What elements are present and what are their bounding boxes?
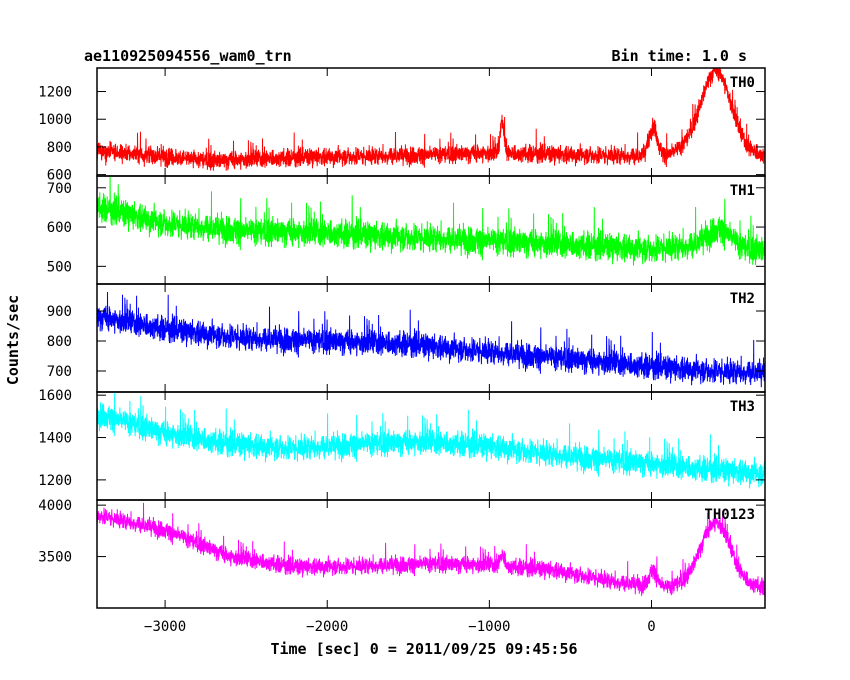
y-tick-label-th0-600: 600 <box>47 168 72 184</box>
bin-time-label: Bin time: 1.0 s <box>612 47 747 65</box>
y-tick-label-th3-1400: 1400 <box>38 431 72 447</box>
y-tick-label-th0123-3500: 3500 <box>38 550 72 566</box>
series-label-th0123: TH0123 <box>704 507 755 523</box>
y-tick-label-th2-700: 700 <box>47 364 72 380</box>
x-tick-label-0: 0 <box>647 619 655 635</box>
x-tick-label--3000: −3000 <box>144 619 186 635</box>
y-tick-label-th0123-4000: 4000 <box>38 498 72 514</box>
y-tick-label-th1-700: 700 <box>47 181 72 197</box>
y-tick-label-th0-1000: 1000 <box>38 112 72 128</box>
chart-title: ae110925094556_wam0_trn <box>84 47 292 65</box>
y-tick-label-th0-1200: 1200 <box>38 85 72 101</box>
panel-frame-th0123 <box>96 499 766 609</box>
series-line-th1 <box>97 176 765 266</box>
series-line-th0123 <box>97 502 765 596</box>
series-line-th3 <box>97 392 765 489</box>
y-tick-label-th3-1200: 1200 <box>38 473 72 489</box>
y-tick-label-th0-800: 800 <box>47 140 72 156</box>
series-label-th3: TH3 <box>730 399 755 415</box>
series-label-th1: TH1 <box>730 183 755 199</box>
y-tick-label-th2-800: 800 <box>47 334 72 350</box>
x-axis-title: Time [sec] 0 = 2011/09/25 09:45:56 <box>270 640 577 658</box>
y-tick-label-th1-500: 500 <box>47 259 72 275</box>
series-line-th2 <box>97 291 765 388</box>
series-line-th0 <box>97 68 765 171</box>
y-tick-label-th3-1600: 1600 <box>38 388 72 404</box>
x-tick-label--2000: −2000 <box>306 619 348 635</box>
y-axis-title: Counts/sec <box>4 295 22 385</box>
y-tick-label-th1-600: 600 <box>47 220 72 236</box>
x-tick-label--1000: −1000 <box>468 619 510 635</box>
series-label-th0: TH0 <box>730 75 755 91</box>
y-tick-label-th2-900: 900 <box>47 304 72 320</box>
series-label-th2: TH2 <box>730 291 755 307</box>
